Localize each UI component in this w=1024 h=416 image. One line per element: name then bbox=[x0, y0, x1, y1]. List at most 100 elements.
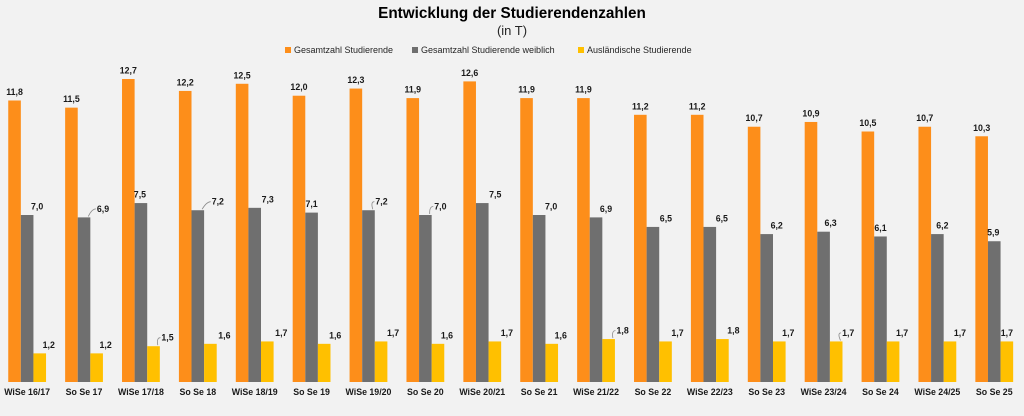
bar-total-wise-17-18 bbox=[122, 79, 135, 382]
x-tick-label-so-se-19: So Se 19 bbox=[293, 387, 330, 397]
legend-swatch-female bbox=[412, 47, 418, 53]
bar-total-wise-22-23 bbox=[690, 114, 704, 383]
bar-female-wise-23-24 bbox=[817, 231, 830, 382]
data-label-international-so-se-24: 1,7 bbox=[896, 328, 908, 338]
bar-total-so-se-19 bbox=[292, 95, 306, 383]
data-label-total-so-se-20: 11,9 bbox=[404, 85, 421, 95]
data-label-female-so-se-20: 7,0 bbox=[434, 202, 446, 212]
leader-line-female-wise-19-20 bbox=[371, 201, 375, 210]
legend-label-female: Gesamtzahl Studierende weiblich bbox=[421, 45, 555, 55]
bar-international-so-se-22 bbox=[659, 341, 672, 382]
bar-international-wise-20-21 bbox=[488, 341, 502, 382]
bar-female-so-se-23 bbox=[760, 234, 773, 382]
bar-international-so-se-24 bbox=[886, 341, 900, 382]
data-label-female-so-se-25: 5,9 bbox=[987, 228, 999, 238]
data-label-international-so-se-21: 1,6 bbox=[555, 330, 567, 340]
x-tick-label-wise-23-24: WiSe 23/24 bbox=[801, 387, 847, 397]
data-label-international-so-se-25: 1,7 bbox=[1001, 328, 1013, 338]
bar-group bbox=[8, 79, 1014, 383]
x-axis-tick-labels: WiSe 16/17 So Se 17 WiSe 17/18 So Se 18 WiSe… bbox=[4, 387, 1013, 397]
data-label-total-wise-20-21: 12,6 bbox=[461, 68, 478, 78]
leader-line-female-so-se-17 bbox=[87, 208, 96, 217]
bar-total-wise-24-25 bbox=[918, 126, 932, 382]
x-tick-label-so-se-18: So Se 18 bbox=[179, 387, 216, 397]
bar-international-so-se-19 bbox=[317, 343, 331, 382]
data-label-international-wise-22-23: 1,8 bbox=[727, 326, 739, 336]
data-label-female-wise-21-22: 6,9 bbox=[600, 204, 612, 214]
x-tick-label-wise-19-20: WiSe 19/20 bbox=[346, 387, 392, 397]
bar-female-wise-16-17 bbox=[20, 215, 34, 382]
data-label-international-wise-16-17: 1,2 bbox=[43, 340, 55, 350]
data-label-international-wise-19-20: 1,7 bbox=[387, 328, 399, 338]
data-label-total-wise-18-19: 12,5 bbox=[234, 70, 251, 80]
leader-line-international-wise-23-24 bbox=[838, 332, 842, 341]
bar-international-wise-19-20 bbox=[374, 341, 388, 382]
data-label-total-so-se-25: 10,3 bbox=[973, 123, 990, 133]
data-label-international-wise-18-19: 1,7 bbox=[275, 328, 287, 338]
data-label-female-so-se-17: 6,9 bbox=[97, 204, 109, 214]
data-label-total-wise-23-24: 10,9 bbox=[802, 108, 819, 118]
data-label-international-wise-23-24: 1,7 bbox=[842, 328, 854, 338]
leader-line-female-so-se-18 bbox=[201, 201, 211, 210]
bar-total-so-se-21 bbox=[520, 98, 533, 382]
bar-total-so-se-20 bbox=[406, 98, 420, 382]
data-label-female-wise-17-18: 7,5 bbox=[134, 190, 146, 200]
data-label-international-so-se-20: 1,6 bbox=[441, 330, 453, 340]
x-tick-label-so-se-24: So Se 24 bbox=[862, 387, 899, 397]
chart-title: Entwicklung der Studierendenzahlen bbox=[378, 5, 646, 22]
data-label-international-so-se-17: 1,2 bbox=[100, 340, 112, 350]
bar-female-so-se-19 bbox=[305, 212, 318, 382]
x-tick-label-wise-22-23: WiSe 22/23 bbox=[687, 387, 733, 397]
bar-total-so-se-23 bbox=[747, 126, 761, 382]
data-label-female-so-se-23: 6,2 bbox=[771, 221, 783, 231]
data-label-female-so-se-19: 7,1 bbox=[305, 199, 317, 209]
data-label-international-so-se-22: 1,7 bbox=[671, 328, 683, 338]
legend-label-international: Ausländische Studierende bbox=[587, 45, 692, 55]
data-label-international-so-se-18: 1,6 bbox=[218, 330, 230, 340]
data-label-female-so-se-21: 7,0 bbox=[545, 202, 557, 212]
legend-swatch-international bbox=[578, 47, 584, 53]
data-label-international-wise-24-25: 1,7 bbox=[954, 328, 966, 338]
bar-international-wise-18-19 bbox=[261, 341, 274, 382]
x-tick-label-so-se-22: So Se 22 bbox=[635, 387, 672, 397]
bar-female-wise-22-23 bbox=[703, 226, 717, 382]
bar-international-wise-17-18 bbox=[147, 346, 160, 382]
legend-label-total: Gesamtzahl Studierende bbox=[294, 45, 394, 55]
bar-total-wise-18-19 bbox=[235, 83, 249, 382]
bar-total-so-se-18 bbox=[178, 90, 192, 382]
leader-line-international-wise-21-22 bbox=[612, 330, 616, 339]
data-labels: 11,8 7,0 1,2 11,5 6,9 1,2 12,7 7,5 1,5 12,2 7,2 1,6… bbox=[6, 66, 1013, 350]
bar-international-so-se-20 bbox=[431, 343, 445, 382]
bar-international-wise-23-24 bbox=[829, 341, 843, 382]
bar-total-so-se-25 bbox=[975, 136, 988, 382]
bar-total-wise-20-21 bbox=[463, 81, 476, 383]
bar-female-wise-18-19 bbox=[248, 207, 261, 382]
x-tick-label-so-se-17: So Se 17 bbox=[66, 387, 103, 397]
bar-international-wise-22-23 bbox=[716, 339, 729, 382]
x-tick-label-so-se-25: So Se 25 bbox=[976, 387, 1013, 397]
data-label-female-wise-23-24: 6,3 bbox=[824, 218, 836, 228]
data-label-total-wise-24-25: 10,7 bbox=[916, 113, 933, 123]
data-label-female-wise-22-23: 6,5 bbox=[716, 213, 728, 223]
data-label-female-wise-24-25: 6,2 bbox=[936, 221, 948, 231]
bar-total-wise-19-20 bbox=[349, 88, 363, 382]
bar-international-so-se-23 bbox=[773, 341, 786, 382]
data-label-international-wise-21-22: 1,8 bbox=[617, 326, 629, 336]
chart-subtitle: (in T) bbox=[496, 23, 528, 38]
bar-female-so-se-22 bbox=[646, 226, 660, 382]
bar-female-so-se-20 bbox=[419, 215, 432, 382]
bar-female-wise-24-25 bbox=[931, 234, 944, 382]
bar-total-so-se-17 bbox=[65, 107, 78, 382]
data-label-total-wise-16-17: 11,8 bbox=[6, 87, 23, 97]
bar-total-wise-16-17 bbox=[8, 100, 21, 383]
x-tick-label-wise-18-19: WiSe 18/19 bbox=[232, 387, 278, 397]
leader-line-female-so-se-20 bbox=[429, 206, 434, 215]
data-label-total-so-se-21: 11,9 bbox=[518, 85, 535, 95]
data-label-female-wise-20-21: 7,5 bbox=[489, 190, 501, 200]
data-label-total-so-se-19: 12,0 bbox=[290, 82, 307, 92]
data-label-female-wise-18-19: 7,3 bbox=[262, 194, 274, 204]
bar-international-so-se-21 bbox=[545, 343, 559, 382]
data-label-total-so-se-18: 12,2 bbox=[177, 77, 194, 87]
bar-female-wise-17-18 bbox=[134, 203, 148, 382]
